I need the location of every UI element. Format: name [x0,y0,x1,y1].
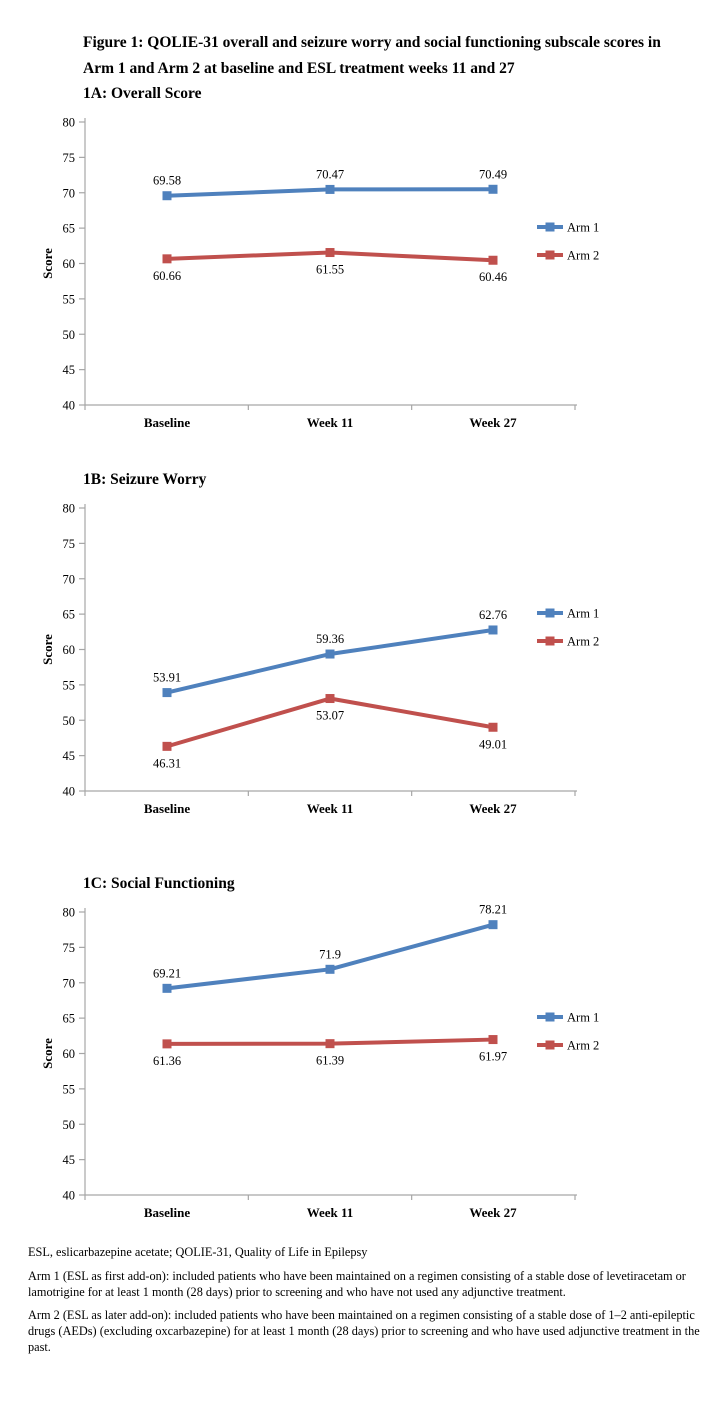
data-label: 53.07 [316,709,344,723]
y-tick-label: 60 [63,643,76,657]
footnote-arm1-definition: Arm 1 (ESL as first add-on): included pa… [28,1268,686,1299]
data-point-marker [162,191,172,201]
legend-label: Arm 1 [567,1011,599,1025]
y-tick-label: 50 [63,328,76,342]
data-label: 69.21 [153,966,181,980]
y-tick-label: 45 [63,749,76,763]
data-label: 53.91 [153,671,181,685]
y-tick-label: 65 [63,222,76,236]
data-point-marker [488,255,498,265]
y-tick-label: 55 [63,292,76,306]
y-axis-title: Score [40,248,55,279]
data-label: 61.36 [153,1054,181,1068]
data-label: 59.36 [316,632,344,646]
y-tick-label: 70 [63,976,76,990]
legend-marker-swatch [545,250,555,260]
data-point-marker [325,1039,335,1049]
y-axis-title: Score [40,1038,55,1069]
category-label: Baseline [144,415,190,430]
data-label: 70.49 [479,167,507,181]
y-tick-label: 50 [63,714,76,728]
category-label: Week 27 [469,1205,517,1220]
chart-overall-score: 40 45 50 55 60 65 70 75 80 Score Baseline Week 11 We… [40,116,599,431]
category-label: Week 11 [307,1205,354,1220]
data-point-marker [325,649,335,659]
y-tick-label: 40 [63,399,76,413]
y-tick-label: 80 [63,906,76,920]
section-heading-1a: 1A: Overall Score [83,85,202,102]
legend-label: Arm 1 [567,607,599,621]
section-heading-1b: 1B: Seizure Worry [83,471,207,488]
y-tick-label: 55 [63,1082,76,1096]
data-label: 70.47 [316,167,344,181]
data-point-marker [488,184,498,194]
y-tick-label: 50 [63,1118,76,1132]
data-point-marker [325,694,335,704]
y-tick-label: 65 [63,608,76,622]
category-label: Week 27 [469,415,517,430]
legend-marker-swatch [545,636,555,646]
y-tick-label: 75 [63,151,76,165]
y-tick-label: 75 [63,941,76,955]
data-point-marker [162,741,172,751]
data-point-marker [488,920,498,930]
legend-label: Arm 2 [567,249,599,263]
data-label: 49.01 [479,737,507,751]
category-label: Week 11 [307,801,354,816]
section-heading-1c: 1C: Social Functioning [83,875,235,892]
data-point-marker [162,688,172,698]
category-label: Week 11 [307,415,354,430]
data-point-marker [162,983,172,993]
y-tick-label: 80 [63,502,76,516]
data-label: 46.31 [153,756,181,770]
data-label: 60.66 [153,269,181,283]
category-label: Baseline [144,801,190,816]
data-label: 78.21 [479,903,507,917]
legend-label: Arm 2 [567,1039,599,1053]
data-label: 69.58 [153,174,181,188]
footnote-arm2-definition: Arm 2 (ESL as later add-on): included pa… [28,1308,700,1354]
y-tick-label: 60 [63,1047,76,1061]
category-label: Week 27 [469,801,517,816]
category-label: Baseline [144,1205,190,1220]
legend-marker-swatch [545,1012,555,1022]
legend-marker-swatch [545,1040,555,1050]
y-tick-label: 60 [63,257,76,271]
y-tick-label: 55 [63,678,76,692]
data-point-marker [162,1039,172,1049]
y-tick-label: 45 [63,1153,76,1167]
legend-marker-swatch [545,608,555,618]
data-point-marker [488,1035,498,1045]
footnotes: ESL, eslicarbazepine acetate; QOLIE-31, … [28,1245,700,1364]
data-point-marker [325,184,335,194]
data-label: 61.55 [316,263,344,277]
y-tick-label: 45 [63,363,76,377]
y-tick-label: 75 [63,537,76,551]
data-label: 71.9 [319,947,341,961]
y-tick-label: 80 [63,116,76,130]
legend-label: Arm 2 [567,635,599,649]
figure-title: Figure 1: QOLIE-31 overall and seizure w… [83,34,661,77]
y-tick-label: 40 [63,1189,76,1203]
data-point-marker [325,248,335,258]
data-point-marker [488,722,498,732]
y-tick-label: 65 [63,1012,76,1026]
data-label: 61.97 [479,1050,507,1064]
legend-marker-swatch [545,222,555,232]
y-tick-label: 70 [63,572,76,586]
data-label: 60.46 [479,270,507,284]
y-tick-label: 40 [63,785,76,799]
chart-seizure-worry: 40 45 50 55 60 65 70 75 80 Score Baseline Week 11 We… [40,502,599,817]
y-tick-label: 70 [63,186,76,200]
data-point-marker [162,254,172,264]
data-point-marker [325,964,335,974]
data-label: 61.39 [316,1054,344,1068]
data-point-marker [488,625,498,635]
legend-label: Arm 1 [567,221,599,235]
y-axis-title: Score [40,634,55,665]
footnote-abbreviations: ESL, eslicarbazepine acetate; QOLIE-31, … [28,1245,368,1259]
chart-social-functioning: 40 45 50 55 60 65 70 75 80 Score Baseline Week 11 We… [40,903,599,1220]
data-label: 62.76 [479,608,507,622]
